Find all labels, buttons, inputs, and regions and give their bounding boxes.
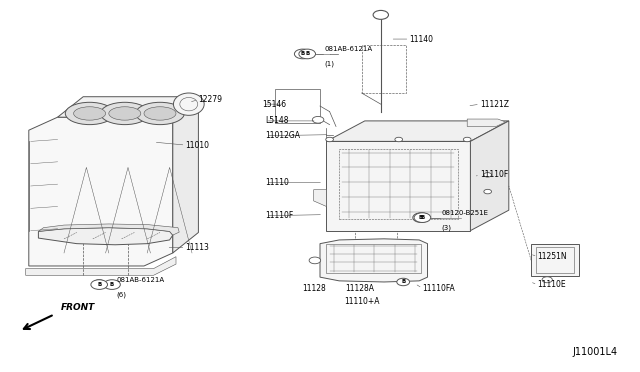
Text: 081AB-6121A: 081AB-6121A — [116, 277, 164, 283]
Ellipse shape — [74, 107, 106, 120]
Ellipse shape — [484, 189, 492, 194]
Ellipse shape — [104, 280, 120, 289]
Text: 11121Z: 11121Z — [480, 100, 509, 109]
Ellipse shape — [100, 102, 149, 125]
Text: B: B — [301, 51, 305, 57]
Text: 11113: 11113 — [186, 243, 209, 252]
Ellipse shape — [173, 93, 204, 115]
Ellipse shape — [326, 137, 333, 142]
Polygon shape — [467, 119, 506, 126]
Polygon shape — [26, 257, 176, 275]
Polygon shape — [58, 97, 198, 117]
Text: L5148: L5148 — [266, 116, 289, 125]
Text: 11110: 11110 — [266, 178, 289, 187]
Ellipse shape — [542, 277, 552, 283]
Text: 11128: 11128 — [301, 284, 326, 293]
Ellipse shape — [309, 257, 321, 264]
Text: B: B — [305, 51, 309, 57]
Ellipse shape — [373, 10, 388, 19]
Polygon shape — [38, 224, 179, 235]
Text: 11010: 11010 — [186, 141, 210, 150]
Ellipse shape — [144, 107, 176, 120]
Ellipse shape — [312, 116, 324, 123]
Ellipse shape — [136, 102, 184, 125]
Text: 11128A: 11128A — [346, 284, 374, 293]
Text: B: B — [419, 215, 423, 220]
Text: 11110E: 11110E — [538, 280, 566, 289]
Text: B: B — [401, 279, 405, 285]
Text: 11110FA: 11110FA — [422, 284, 455, 293]
Text: 11110+A: 11110+A — [344, 297, 380, 306]
Ellipse shape — [65, 102, 114, 125]
Text: 081AB-6121A: 081AB-6121A — [324, 46, 372, 52]
Ellipse shape — [395, 137, 403, 142]
Text: (6): (6) — [116, 291, 127, 298]
Text: 11110F: 11110F — [266, 211, 294, 220]
Ellipse shape — [397, 278, 410, 286]
Text: (3): (3) — [442, 224, 452, 231]
Text: 08120-B251E: 08120-B251E — [442, 210, 488, 216]
Ellipse shape — [109, 107, 141, 120]
Text: 11012GA: 11012GA — [266, 131, 301, 140]
Text: B: B — [97, 282, 101, 287]
Polygon shape — [470, 121, 509, 231]
Polygon shape — [531, 244, 579, 276]
Ellipse shape — [484, 173, 492, 177]
Text: 15146: 15146 — [262, 100, 287, 109]
Polygon shape — [326, 141, 470, 231]
Ellipse shape — [463, 137, 471, 142]
Ellipse shape — [299, 49, 316, 59]
Text: 11110F: 11110F — [480, 170, 508, 179]
Polygon shape — [320, 239, 428, 282]
Ellipse shape — [91, 280, 108, 289]
Polygon shape — [173, 97, 198, 253]
Polygon shape — [29, 117, 173, 266]
Polygon shape — [326, 121, 509, 141]
Text: 11251N: 11251N — [538, 252, 567, 261]
Polygon shape — [38, 228, 173, 245]
Polygon shape — [314, 190, 326, 206]
Text: B: B — [110, 282, 114, 287]
Ellipse shape — [414, 213, 431, 222]
Text: J11001L4: J11001L4 — [572, 347, 618, 357]
Ellipse shape — [413, 213, 429, 222]
Text: FRONT: FRONT — [61, 304, 95, 312]
Text: 12279: 12279 — [198, 95, 223, 104]
Text: 11140: 11140 — [410, 35, 434, 44]
Text: (1): (1) — [324, 61, 335, 67]
Ellipse shape — [294, 49, 311, 59]
Ellipse shape — [94, 280, 104, 286]
Text: B: B — [420, 215, 424, 220]
